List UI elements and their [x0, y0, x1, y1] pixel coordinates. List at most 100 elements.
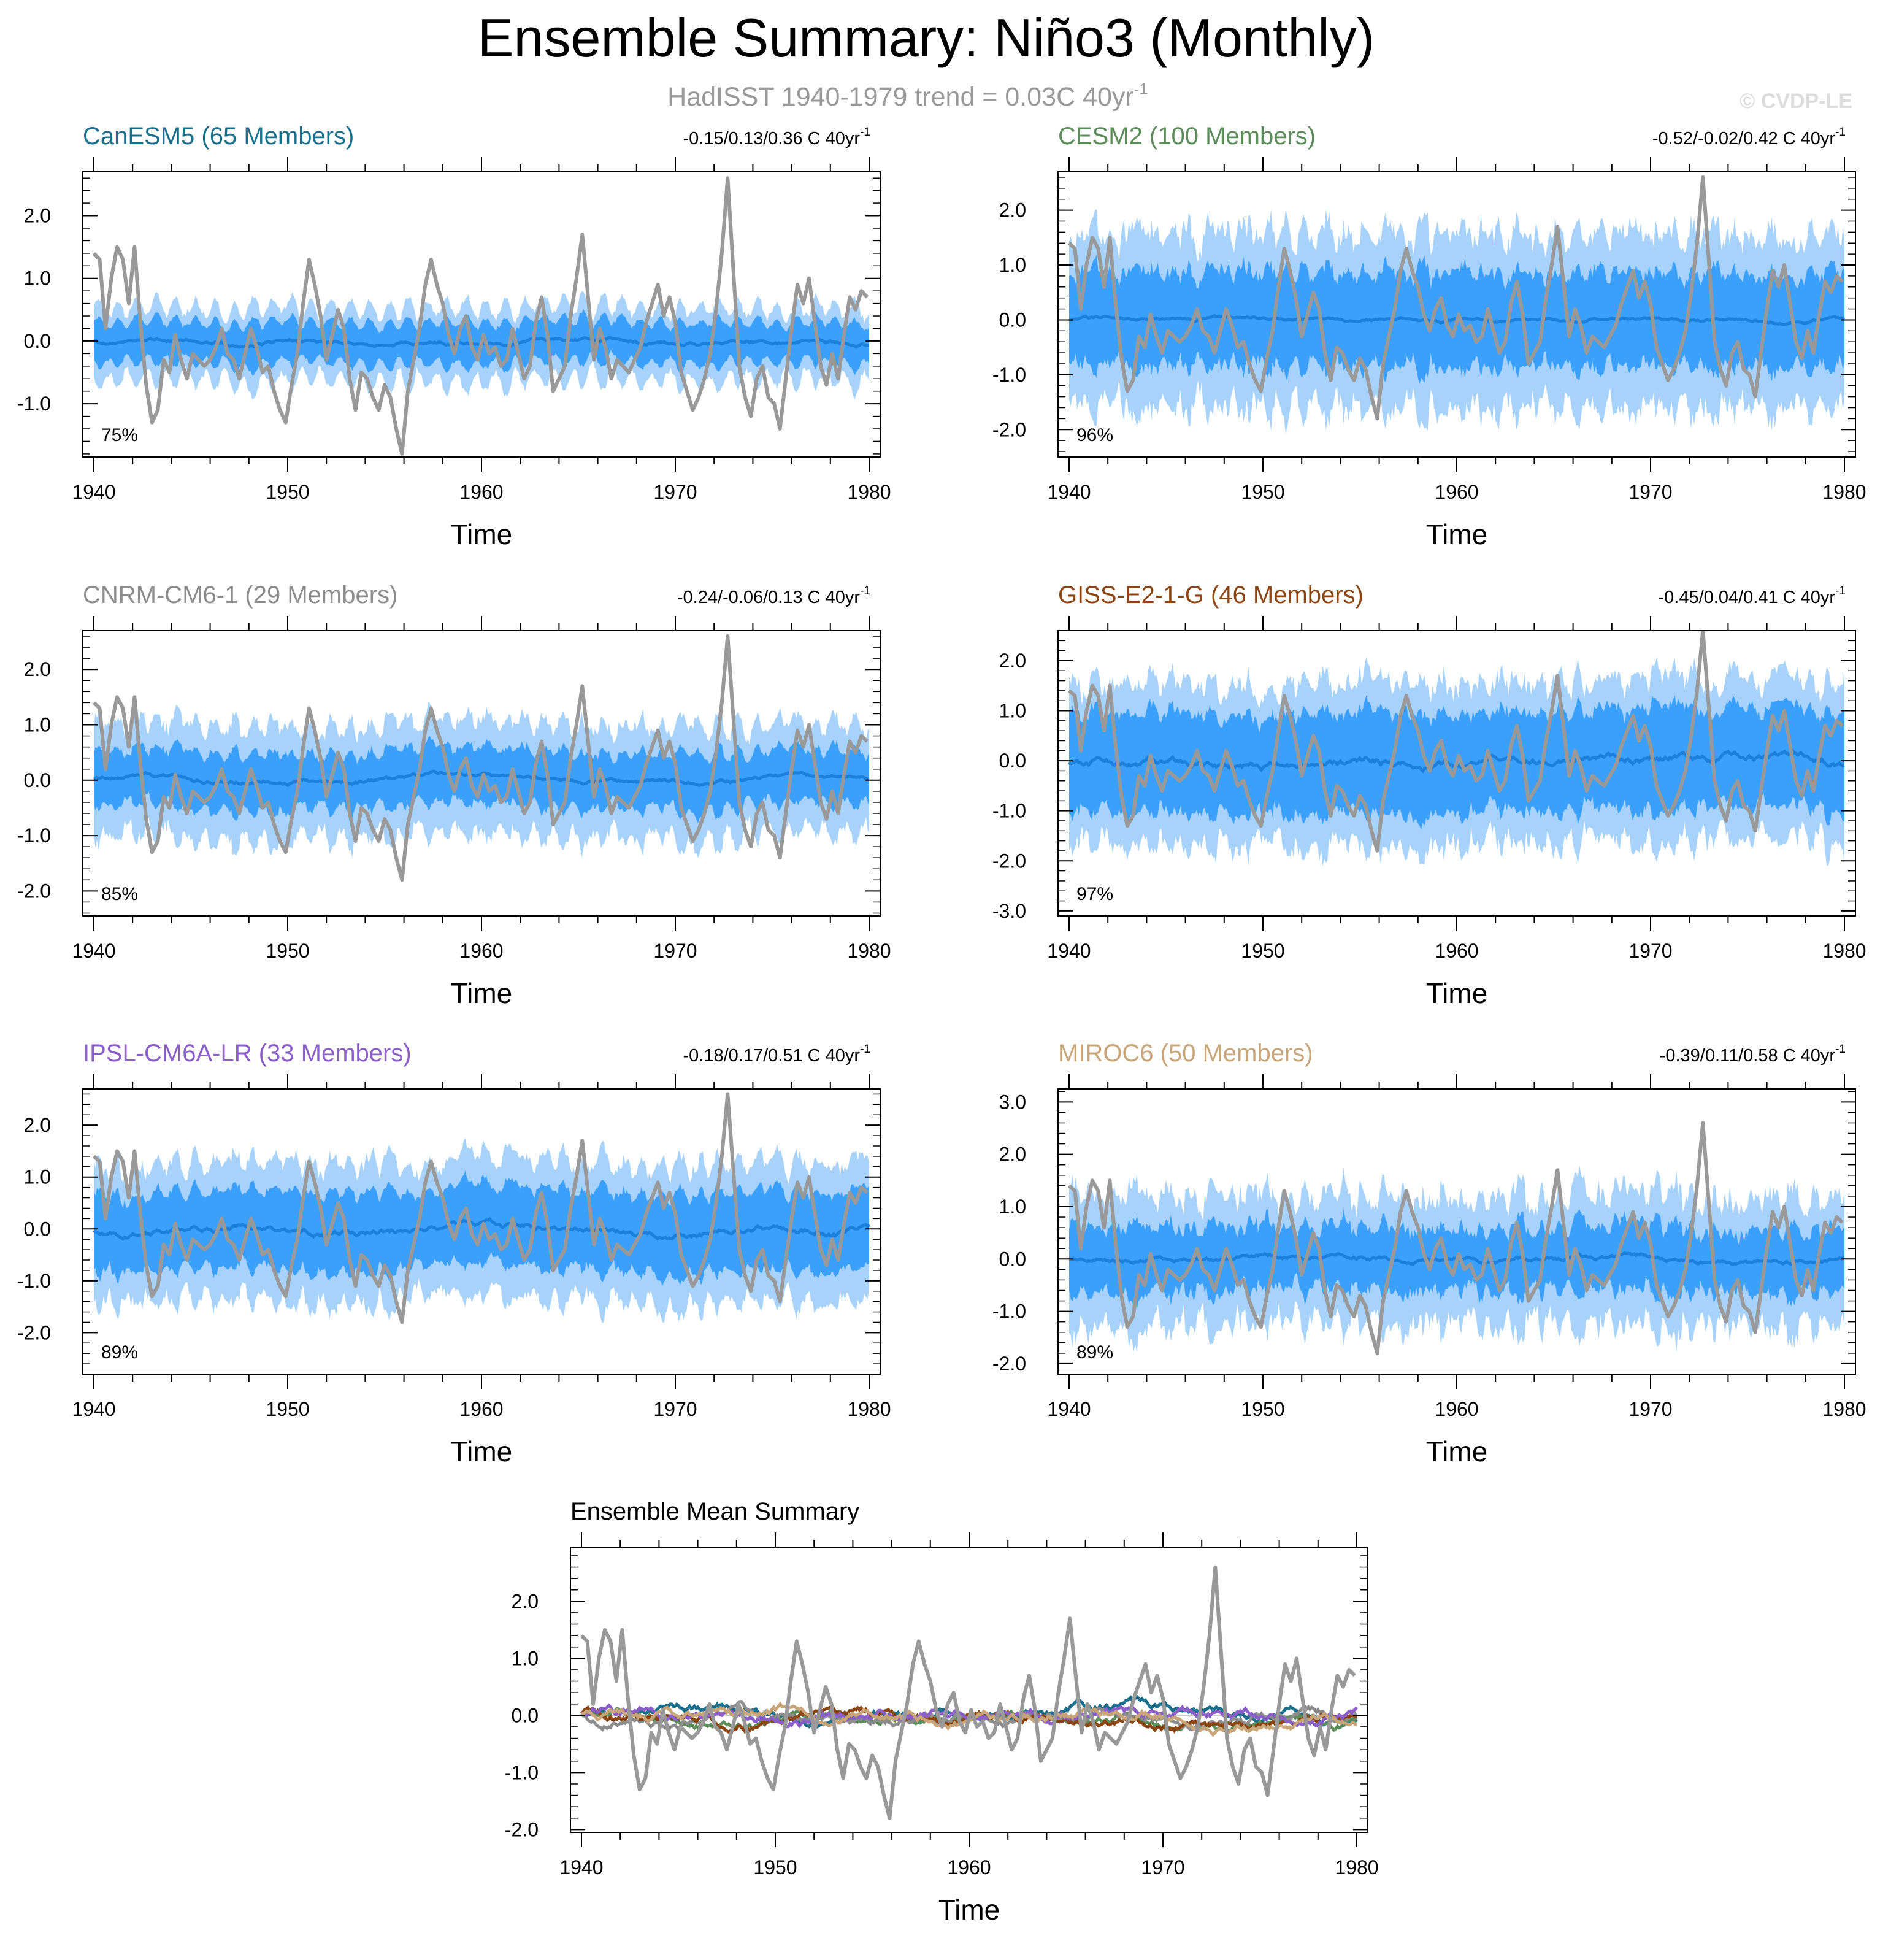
observations-line: [92, 176, 869, 456]
x-tick-label: 1950: [266, 1398, 309, 1420]
x-tick-label: 1940: [559, 1856, 603, 1878]
y-tick-label: -1.0: [992, 1301, 1026, 1323]
observations-line: [1067, 1121, 1844, 1355]
y-tick-label: -2.0: [992, 850, 1026, 872]
trend-label: -0.45/0.04/0.41 C 40yr-1: [1659, 585, 1846, 607]
y-tick-label: 2.0: [24, 1114, 51, 1136]
x-tick-label: 1960: [1435, 940, 1478, 962]
x-tick-label: 1960: [459, 1398, 503, 1420]
plot-area: [1058, 175, 1855, 434]
trend-label: -0.52/-0.02/0.42 C 40yr-1: [1652, 126, 1846, 148]
y-tick-label: 2.0: [999, 199, 1026, 221]
panel-title: IPSL-CM6A-LR (33 Members): [83, 1040, 412, 1067]
y-tick-label: 0.0: [24, 330, 51, 352]
observations-line: [92, 1092, 869, 1324]
panel-5: MIROC6 (50 Members) -0.39/0.11/0.58 C 40y…: [992, 1040, 1866, 1467]
panel-title: MIROC6 (50 Members): [1058, 1040, 1313, 1067]
percent-label: 96%: [1076, 425, 1113, 445]
y-tick-label: 1.0: [24, 1166, 51, 1188]
trend-sup: -1: [860, 126, 870, 139]
percent-label: 85%: [101, 884, 138, 904]
x-tick-label: 1940: [1047, 481, 1091, 503]
trend-label: -0.24/-0.06/0.13 C 40yr-1: [677, 585, 870, 607]
observations-line: [1068, 631, 1844, 853]
panel-title: CanESM5 (65 Members): [83, 123, 354, 150]
plot-area: [83, 1092, 880, 1324]
figure-title: Ensemble Summary: Niño3 (Monthly): [478, 7, 1375, 68]
trend-label: -0.15/0.13/0.36 C 40yr-1: [683, 126, 870, 148]
panel-3: GISS-E2-1-G (46 Members) -0.45/0.04/0.41 …: [992, 582, 1866, 1009]
y-tick-label: 3.0: [999, 1091, 1026, 1113]
x-tick-label: 1950: [266, 940, 309, 962]
x-tick-label: 1980: [1822, 940, 1866, 962]
plot-area: [1058, 1121, 1855, 1355]
x-axis-label: Time: [1426, 977, 1488, 1009]
y-tick-label: -1.0: [17, 393, 51, 415]
trend-sup: -1: [860, 585, 870, 598]
figure-subtitle: HadISST 1940-1979 trend = 0.03C 40yr-1: [667, 80, 1148, 112]
trend-label: -0.18/0.17/0.51 C 40yr-1: [683, 1043, 870, 1066]
trend-sup: -1: [860, 1043, 870, 1056]
y-tick-label: 1.0: [999, 700, 1026, 722]
y-tick-label: -1.0: [992, 800, 1026, 822]
x-tick-label: 1940: [1047, 940, 1091, 962]
trend-text: -0.24/-0.06/0.13 C 40yr: [677, 588, 861, 607]
x-tick-label: 1960: [459, 940, 503, 962]
plot-area: [83, 176, 880, 456]
panel-title: CNRM-CM6-1 (29 Members): [83, 582, 397, 609]
y-tick-label: 2.0: [512, 1590, 539, 1612]
x-tick-label: 1950: [266, 481, 309, 503]
y-tick-label: 1.0: [24, 267, 51, 290]
x-axis-label: Time: [938, 1894, 1000, 1926]
x-axis-label: Time: [451, 1435, 513, 1467]
x-tick-label: 1980: [1822, 1398, 1866, 1420]
x-tick-label: 1940: [72, 1398, 115, 1420]
trend-text: -0.18/0.17/0.51 C 40yr: [683, 1046, 861, 1066]
x-tick-label: 1940: [72, 940, 115, 962]
x-tick-label: 1960: [1435, 481, 1478, 503]
plot-area: [1058, 631, 1855, 866]
x-tick-label: 1970: [1628, 481, 1672, 503]
y-tick-label: 2.0: [24, 205, 51, 227]
y-tick-label: -1.0: [505, 1761, 539, 1783]
trend-sup: -1: [1835, 1043, 1846, 1056]
y-tick-label: -1.0: [17, 1270, 51, 1292]
y-tick-label: 0.0: [999, 1248, 1026, 1270]
figure-subtitle-text: HadISST 1940-1979 trend = 0.03C 40yr: [667, 82, 1134, 112]
x-axis-label: Time: [451, 518, 513, 550]
x-axis-label: Time: [1426, 1435, 1488, 1467]
figure-subtitle-sup: -1: [1134, 80, 1148, 98]
panels-group: CanESM5 (65 Members) -0.15/0.13/0.36 C 40…: [17, 123, 1866, 1926]
x-tick-label: 1940: [72, 481, 115, 503]
x-tick-label: 1980: [847, 1398, 891, 1420]
y-tick-label: 0.0: [999, 309, 1026, 331]
y-tick-label: 2.0: [24, 658, 51, 680]
percent-label: 75%: [101, 425, 138, 445]
panel-2: CNRM-CM6-1 (29 Members) -0.24/-0.06/0.13 …: [17, 582, 891, 1009]
y-tick-label: -3.0: [992, 900, 1026, 922]
trend-sup: -1: [1835, 585, 1846, 598]
trend-sup: -1: [1835, 126, 1846, 139]
x-tick-label: 1970: [653, 940, 697, 962]
y-tick-label: -2.0: [992, 1353, 1026, 1375]
x-tick-label: 1960: [459, 481, 503, 503]
trend-text: -0.39/0.11/0.58 C 40yr: [1660, 1046, 1836, 1066]
watermark: © CVDP-LE: [1739, 90, 1852, 113]
x-tick-label: 1950: [1241, 1398, 1284, 1420]
y-tick-label: -2.0: [17, 1321, 51, 1343]
observations-line: [92, 634, 869, 882]
x-axis-label: Time: [451, 977, 513, 1009]
x-tick-label: 1960: [1435, 1398, 1478, 1420]
y-tick-label: 1.0: [999, 254, 1026, 276]
panel-title: GISS-E2-1-G (46 Members): [1058, 582, 1364, 609]
x-tick-label: 1950: [1241, 940, 1284, 962]
x-tick-label: 1980: [1335, 1856, 1378, 1878]
panel-4: IPSL-CM6A-LR (33 Members) -0.18/0.17/0.51…: [17, 1040, 891, 1467]
y-tick-label: 2.0: [999, 650, 1026, 672]
x-tick-label: 1950: [753, 1856, 797, 1878]
x-tick-label: 1970: [653, 1398, 697, 1420]
plot-frame: [570, 1547, 1368, 1833]
x-tick-label: 1940: [1047, 1398, 1091, 1420]
x-tick-label: 1970: [1628, 940, 1672, 962]
y-tick-label: -1.0: [17, 824, 51, 847]
